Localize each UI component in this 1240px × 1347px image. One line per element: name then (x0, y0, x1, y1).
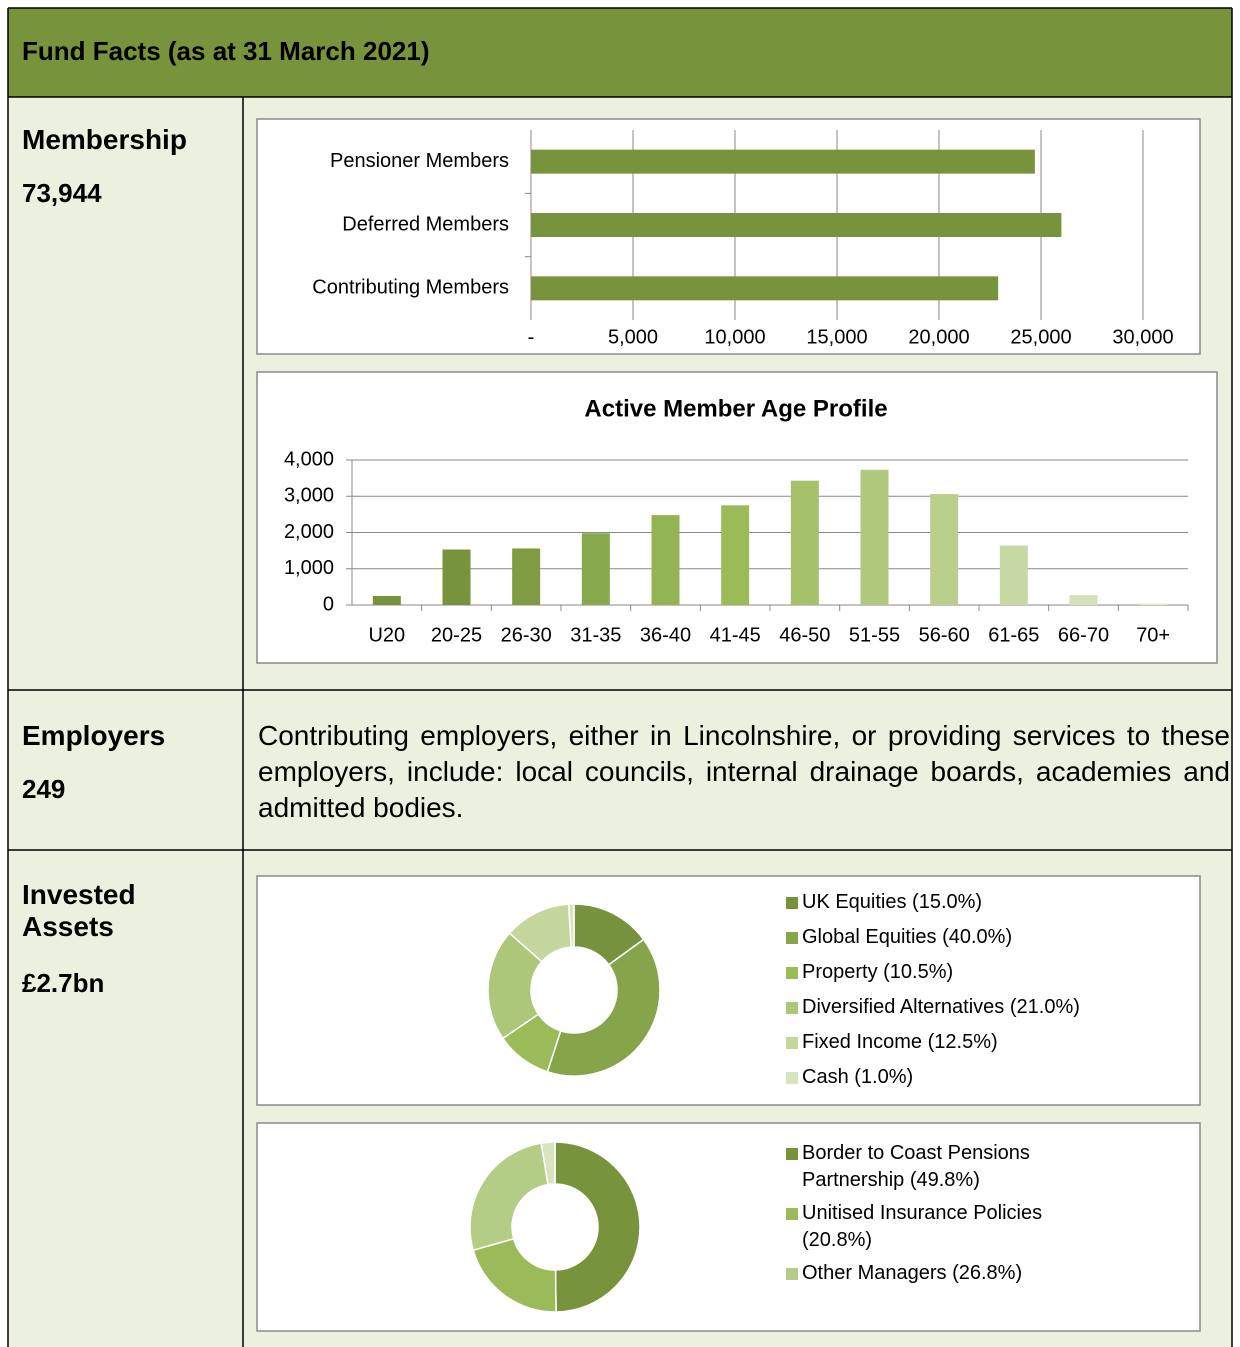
y-tick-label: Deferred Members (342, 213, 509, 235)
bar (651, 515, 680, 605)
legend-swatch (786, 1072, 798, 1084)
legend: Border to Coast Pensions Partnership (49… (786, 1140, 1156, 1293)
donut-slice (546, 938, 661, 1077)
bar (930, 494, 959, 605)
bar (790, 480, 819, 605)
legend-label: Other Managers (26.8%) (802, 1262, 1023, 1284)
bar (372, 595, 401, 605)
x-tick-label: 26-30 (501, 624, 552, 646)
donut-slice (540, 1141, 556, 1186)
x-tick-label: 41-45 (710, 624, 761, 646)
donut-slice (554, 1141, 641, 1313)
header-title: Fund Facts (as at 31 March 2021) (22, 36, 429, 66)
legend-swatch (786, 1268, 798, 1280)
x-tick-label: 10,000 (704, 326, 765, 348)
chart-title: Active Member Age Profile (584, 395, 887, 422)
y-tick-label: Pensioner Members (330, 150, 509, 172)
legend-label: Unitised Insurance Policies (20.8%) (802, 1202, 1043, 1251)
legend-label: Diversified Alternatives (21.0%) (802, 996, 1080, 1018)
bar (1069, 595, 1098, 605)
bar (581, 533, 610, 605)
legend-item: Other Managers (26.8%) (786, 1260, 1156, 1287)
chart-frames (256, 118, 1218, 1332)
bar (442, 549, 471, 605)
legend-label: Cash (1.0%) (802, 1066, 914, 1088)
bar (512, 548, 541, 605)
x-tick-label: 20,000 (908, 326, 969, 348)
section-label: Invested Assets (22, 879, 136, 942)
x-tick-label: 20-25 (431, 624, 482, 646)
legend-item: Cash (1.0%) (786, 1064, 1156, 1091)
section-label: Employers (22, 720, 166, 751)
x-tick-label: 56-60 (919, 624, 970, 646)
legend-swatch (786, 967, 798, 979)
x-tick-label: 31-35 (570, 624, 621, 646)
legend-swatch (786, 897, 798, 909)
section-text: Contributing employers, either in Lincol… (258, 720, 1230, 823)
bar (531, 149, 1035, 174)
y-tick-label: 4,000 (284, 448, 334, 470)
bar (999, 545, 1028, 605)
section-value: 249 (22, 774, 66, 804)
legend-swatch (786, 1002, 798, 1014)
x-tick-label: 70+ (1136, 624, 1170, 646)
y-tick-label: 0 (323, 593, 334, 615)
legend-swatch (786, 932, 798, 944)
legend-swatch (786, 1208, 798, 1220)
table-lines (7, 7, 1233, 1347)
section-label: Membership (22, 124, 187, 155)
legend-item: Fixed Income (12.5%) (786, 1029, 1156, 1056)
x-tick-label: 36-40 (640, 624, 691, 646)
x-tick-label: 30,000 (1112, 326, 1173, 348)
legend-item: Unitised Insurance Policies (20.8%) (786, 1200, 1156, 1254)
donut-slice (567, 903, 575, 948)
x-tick-label: 5,000 (608, 326, 658, 348)
bar (860, 469, 889, 605)
bar (531, 213, 1062, 237)
x-tick-label: 66-70 (1058, 624, 1109, 646)
y-tick-label: 3,000 (284, 485, 334, 507)
legend-item: Global Equities (40.0%) (786, 924, 1156, 951)
legend-swatch (786, 1148, 798, 1160)
section-value: £2.7bn (22, 968, 105, 998)
legend-label: Property (10.5%) (802, 961, 954, 983)
x-tick-label: 46-50 (779, 624, 830, 646)
x-tick-label: 51-55 (849, 624, 900, 646)
legend-item: UK Equities (15.0%) (786, 889, 1156, 916)
legend-label: Border to Coast Pensions Partnership (49… (802, 1142, 1030, 1191)
legend-item: Property (10.5%) (786, 959, 1156, 986)
x-tick-label: 61-65 (988, 624, 1039, 646)
legend: UK Equities (15.0%) Global Equities (40.0… (786, 889, 1156, 1099)
legend-label: UK Equities (15.0%) (802, 891, 983, 913)
section-value: 73,944 (22, 178, 102, 208)
x-tick-label: U20 (368, 624, 405, 646)
legend-swatch (786, 1037, 798, 1049)
legend-item: Diversified Alternatives (21.0%) (786, 994, 1156, 1021)
header-bar (8, 8, 1232, 97)
bar (1139, 603, 1168, 605)
legend-label: Global Equities (40.0%) (802, 926, 1013, 948)
x-tick-label: 15,000 (806, 326, 867, 348)
y-tick-label: 1,000 (284, 557, 334, 579)
bar (721, 505, 750, 605)
legend-label: Fixed Income (12.5%) (802, 1031, 998, 1053)
y-tick-label: Contributing Members (312, 277, 509, 299)
x-tick-label: - (528, 326, 535, 348)
y-tick-label: 2,000 (284, 521, 334, 543)
donut-slice (469, 1142, 549, 1252)
bar (531, 276, 999, 301)
x-tick-label: 25,000 (1010, 326, 1071, 348)
legend-item: Border to Coast Pensions Partnership (49… (786, 1140, 1156, 1194)
